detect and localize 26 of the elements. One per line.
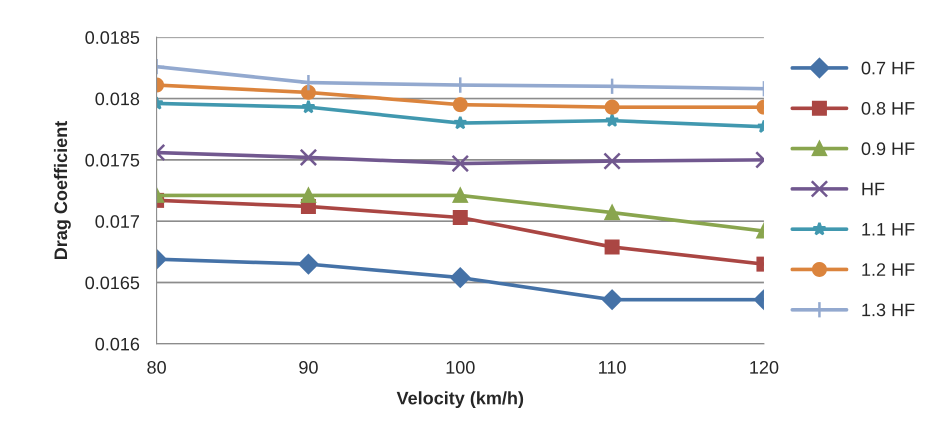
y-tick-label: 0.016 bbox=[95, 338, 140, 351]
point bbox=[452, 188, 468, 203]
legend-label: 0.9 HF bbox=[862, 142, 914, 156]
point bbox=[451, 154, 470, 172]
x-tick-label: 80 bbox=[147, 360, 166, 374]
point bbox=[452, 97, 468, 112]
y-tick-label: 0.0185 bbox=[85, 31, 140, 44]
y-tick-label: 0.018 bbox=[95, 92, 140, 106]
x-tick-label: 90 bbox=[299, 360, 318, 374]
point bbox=[450, 268, 470, 288]
legend-label: HF bbox=[862, 182, 884, 196]
legend-label: 1.3 HF bbox=[862, 304, 914, 316]
x-axis-title: Velocity (km/h) bbox=[396, 391, 524, 408]
legend-label: 0.7 HF bbox=[862, 62, 914, 74]
x-tick-label: 120 bbox=[750, 360, 778, 374]
y-tick-label: 0.0175 bbox=[85, 154, 140, 167]
point bbox=[453, 116, 468, 130]
y-tick-label: 0.0165 bbox=[85, 276, 140, 290]
legend-label: 0.8 HF bbox=[862, 102, 914, 115]
point bbox=[452, 210, 468, 226]
y-axis-title: Drag Coefficient bbox=[54, 121, 71, 260]
legend-label: 1.1 HF bbox=[862, 223, 914, 236]
legend-label: 1.2 HF bbox=[862, 263, 914, 276]
x-tick-label: 100 bbox=[446, 360, 475, 374]
y-tick-label: 0.017 bbox=[95, 215, 140, 228]
x-tick-label: 110 bbox=[599, 360, 626, 374]
